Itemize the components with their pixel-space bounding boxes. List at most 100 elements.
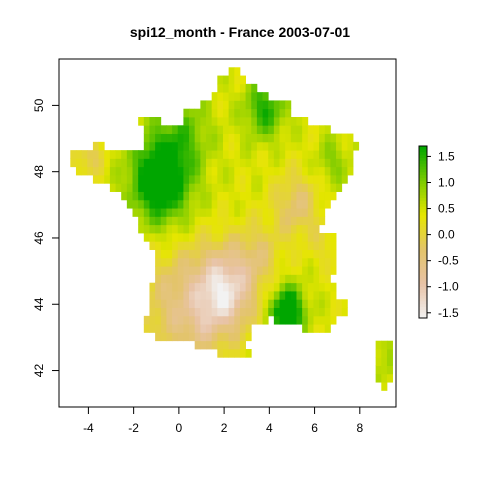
map-cell [319,158,326,168]
map-cell [206,340,213,350]
map-cell [251,83,258,93]
colorbar-segment [419,211,427,216]
map-cell [206,175,213,184]
map-cell [313,216,320,226]
map-cell [302,241,309,250]
map-cell [194,141,201,151]
map-cell [245,233,252,242]
map-cell [143,150,150,159]
map-cell [324,274,331,284]
map-cell [155,125,162,134]
map-cell [285,175,292,184]
map-cell [160,324,167,333]
map-cell [245,257,252,267]
map-cell [177,199,184,209]
map-cell [222,141,230,151]
y-tick-label: 50 [32,98,46,112]
map-cell [279,274,286,284]
colorbar-segment [419,246,427,250]
map-cell [307,158,314,168]
map-cell [268,307,275,317]
map-cell [222,282,230,292]
map-cell [228,75,235,85]
map-cell [319,241,326,250]
map-cell [166,166,173,176]
map-cell [268,150,275,159]
map-cell [155,224,162,234]
map-cell [239,291,246,300]
map-cell [189,282,196,292]
map-cell [222,224,230,234]
map-cell [268,224,275,234]
map-cell [302,307,309,317]
colorbar-segment [419,309,427,313]
map-cell [138,216,145,226]
map-cell [307,224,314,234]
map-cell [313,257,320,267]
map-cell [290,191,297,201]
map-cell [149,199,156,209]
map-cell [200,332,207,342]
map-cell [177,141,184,151]
map-cell [268,125,275,134]
map-cell [194,315,201,325]
map-cell [313,133,320,143]
map-cell [98,150,105,159]
map-cell [256,257,263,267]
map-cell [268,299,275,308]
map-cell [222,340,230,350]
map-cell [143,233,150,242]
map-cell [149,307,156,317]
map-cell [234,199,241,209]
map-cell [206,241,213,250]
map-cell [319,307,326,317]
colorbar-frame [418,145,428,319]
map-cell [217,183,224,192]
color-legend: 1.5 1.0 0.5 0.0 -0.5 -1.0 -1.5 [418,145,459,320]
map-cell [149,158,156,168]
map-cell [183,183,190,192]
map-cell [75,150,83,159]
colorbar-tick-label: 1.5 [438,149,455,163]
colorbar-segment [419,166,427,170]
map-cell [160,249,167,259]
map-cell [149,117,156,126]
map-cell [183,307,190,317]
map-cell [166,216,173,226]
map-cell [279,208,286,217]
colorbar-segment [419,292,427,296]
map-cell [228,307,235,317]
map-cell [313,299,320,308]
map-cell [217,175,224,184]
colorbar-segment [419,237,427,242]
map-cell [211,108,218,118]
map-cell [98,141,105,151]
map-cell [228,332,235,342]
map-cell [166,249,173,259]
map-cell [307,324,314,333]
map-cell [324,233,331,242]
map-cell [234,291,241,300]
map-cell [290,208,297,217]
map-cell [149,141,156,151]
map-cell [302,266,309,275]
map-cell [115,158,122,168]
map-cell [290,125,297,134]
colorbar-segment [419,191,427,196]
map-cell [115,150,122,159]
map-cell [285,282,292,292]
map-cell [177,307,184,317]
map-cell [200,141,207,151]
map-cell [330,133,337,143]
map-cell [245,332,252,342]
map-cell [194,208,201,217]
map-cell [217,349,224,358]
map-cell [262,257,269,267]
map-cell [183,150,190,159]
map-cell [290,315,297,325]
map-cell [155,191,162,201]
map-cell [155,257,162,267]
map-cell [166,125,173,134]
colorbar-segment [419,266,427,270]
map-cell [290,274,297,284]
